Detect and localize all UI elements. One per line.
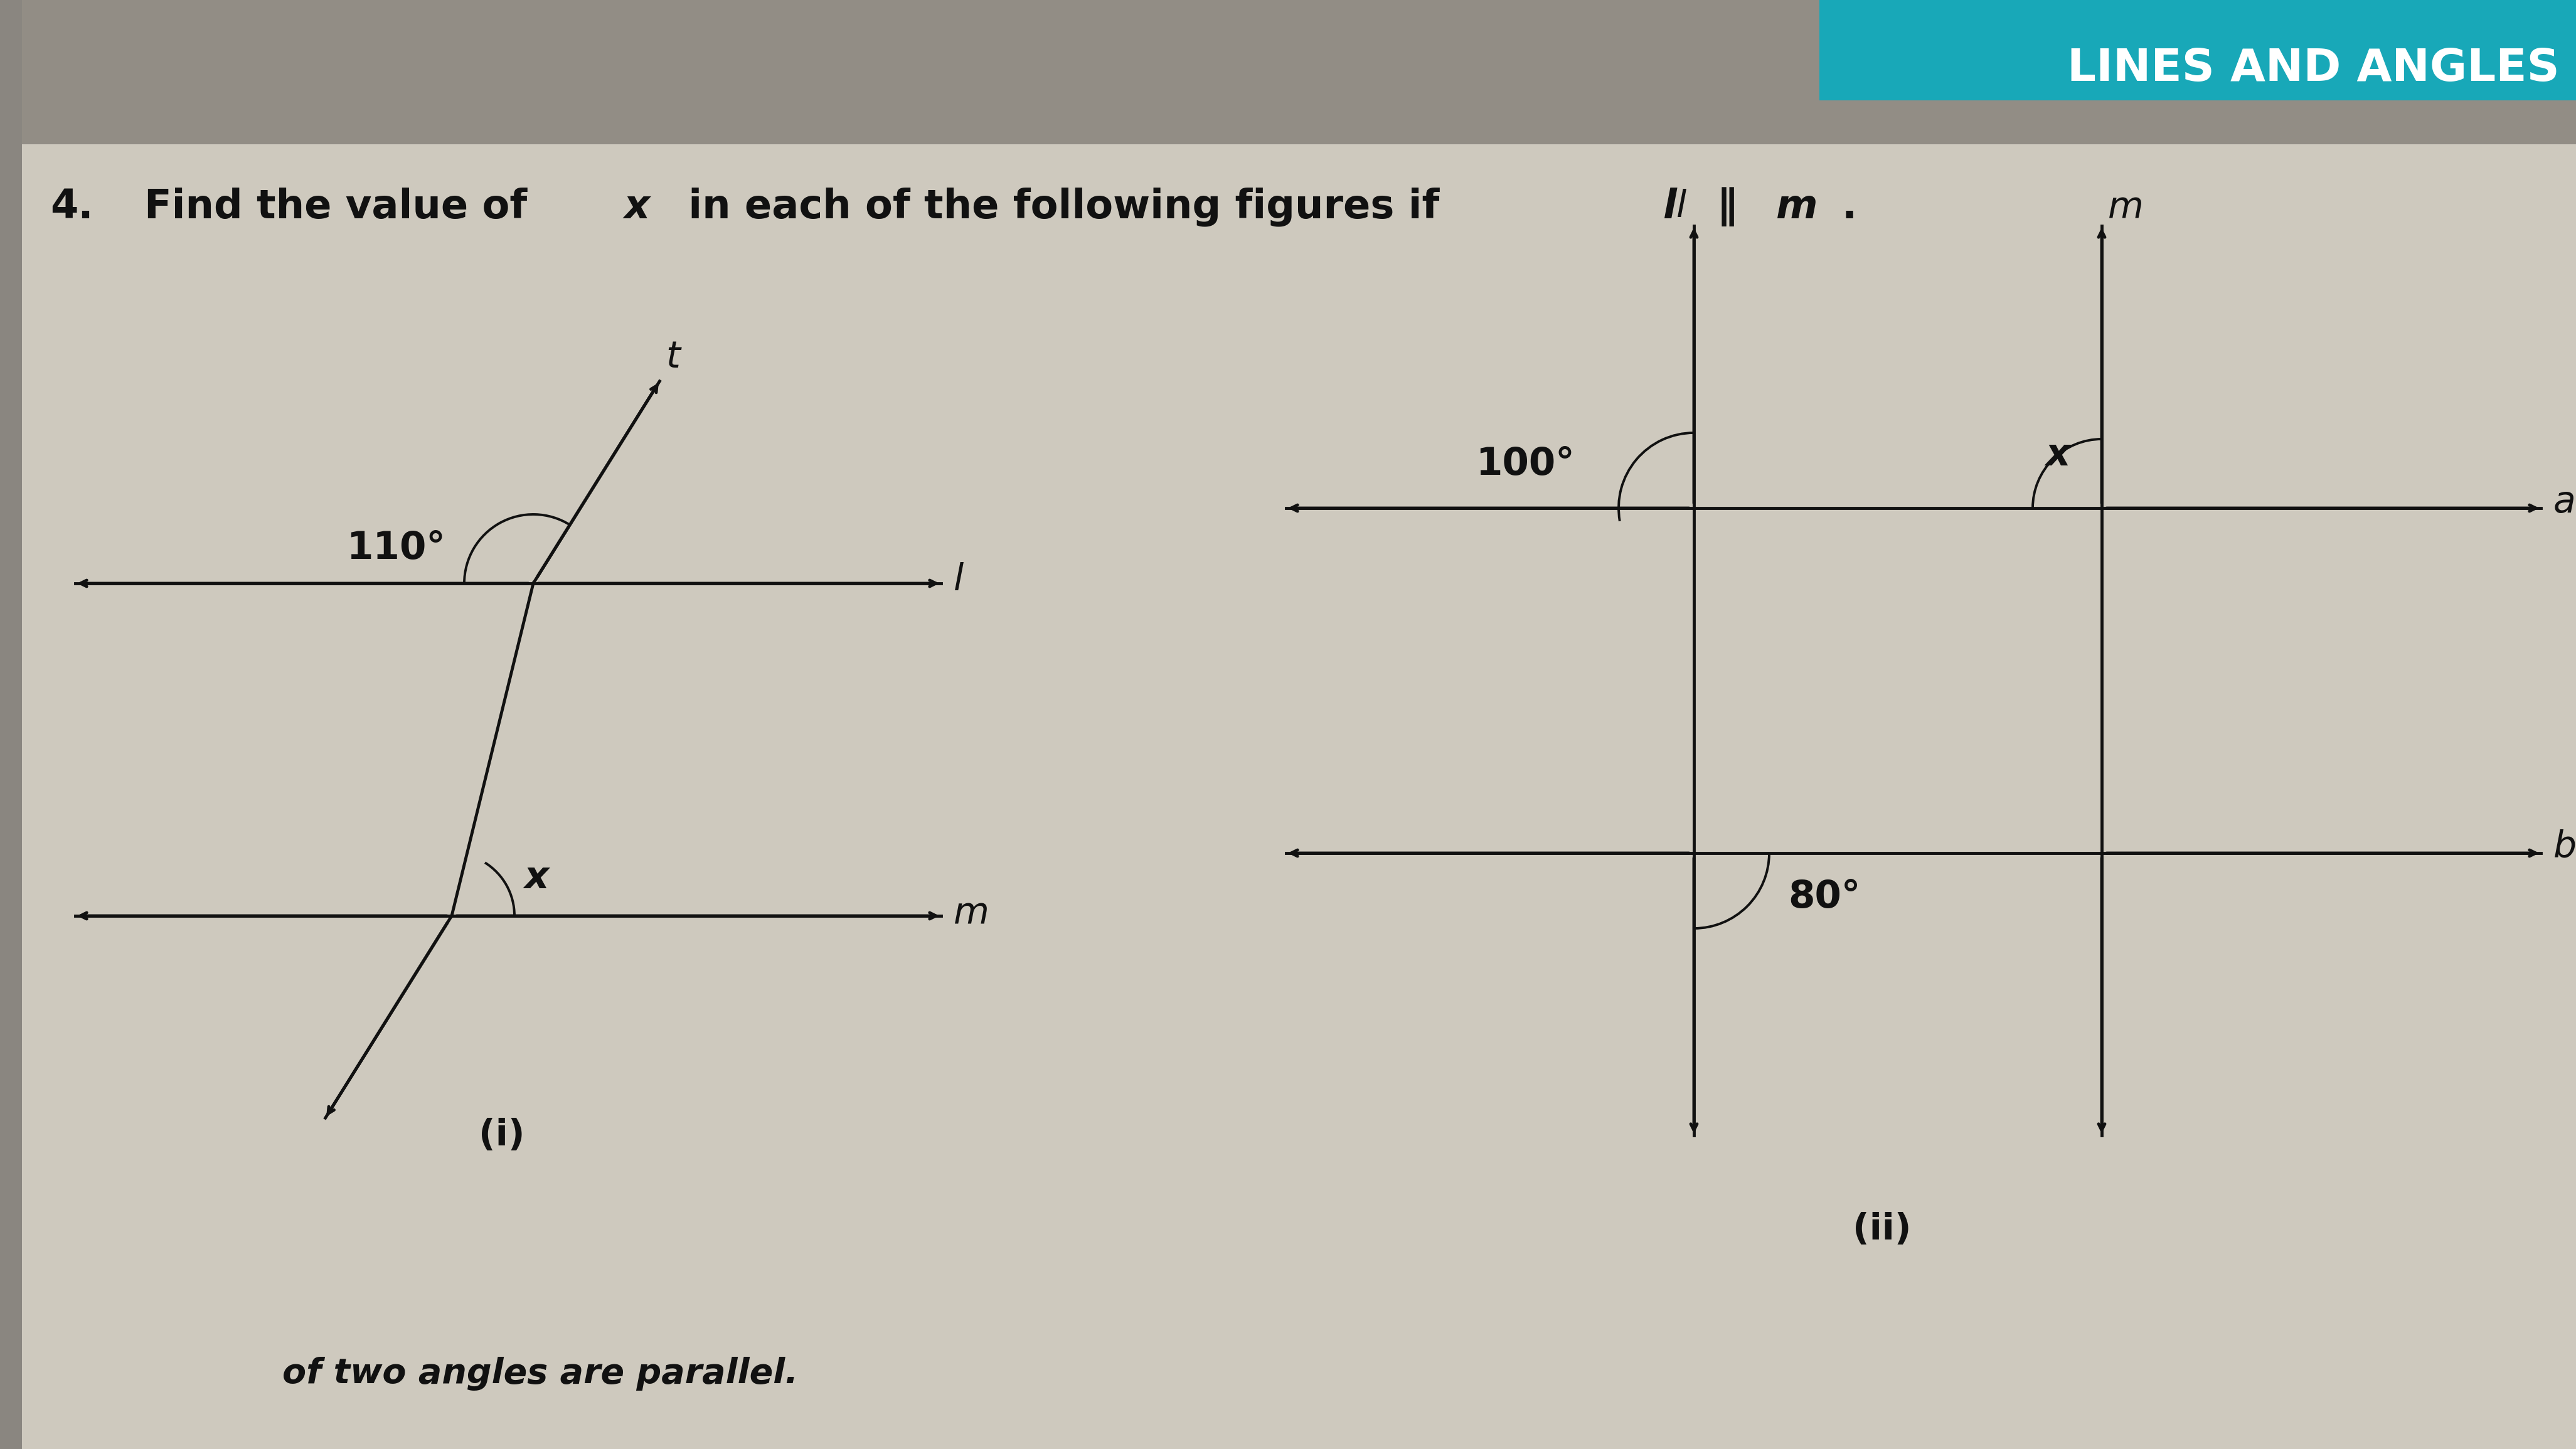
Text: 80°: 80° bbox=[1788, 878, 1860, 916]
Text: m: m bbox=[1775, 187, 1816, 226]
Polygon shape bbox=[1819, 0, 2576, 100]
Text: b: b bbox=[2553, 829, 2576, 865]
Text: (ii): (ii) bbox=[1852, 1211, 1911, 1248]
Text: 4.: 4. bbox=[49, 187, 93, 226]
Text: l: l bbox=[953, 562, 963, 598]
Text: 100°: 100° bbox=[1476, 446, 1574, 483]
Text: of two angles are parallel.: of two angles are parallel. bbox=[283, 1356, 799, 1391]
Text: Find the value of: Find the value of bbox=[144, 187, 541, 226]
Text: x: x bbox=[623, 187, 649, 226]
Text: a: a bbox=[2553, 484, 2576, 520]
Text: ∥: ∥ bbox=[1703, 187, 1752, 226]
Text: x: x bbox=[523, 859, 549, 897]
Text: l: l bbox=[1662, 187, 1677, 226]
Polygon shape bbox=[23, 0, 2576, 145]
Text: in each of the following figures if: in each of the following figures if bbox=[675, 187, 1453, 226]
Text: 110°: 110° bbox=[345, 530, 446, 568]
Polygon shape bbox=[18, 0, 2576, 1449]
Text: x: x bbox=[2045, 436, 2071, 474]
Text: LINES AND ANGLES: LINES AND ANGLES bbox=[2069, 48, 2561, 91]
Text: m: m bbox=[953, 895, 989, 930]
Polygon shape bbox=[0, 0, 23, 1449]
Text: (i): (i) bbox=[479, 1117, 526, 1153]
Text: m: m bbox=[2107, 190, 2143, 225]
Text: .: . bbox=[1842, 187, 1857, 226]
Text: t: t bbox=[665, 339, 680, 375]
Text: l: l bbox=[1677, 190, 1687, 225]
